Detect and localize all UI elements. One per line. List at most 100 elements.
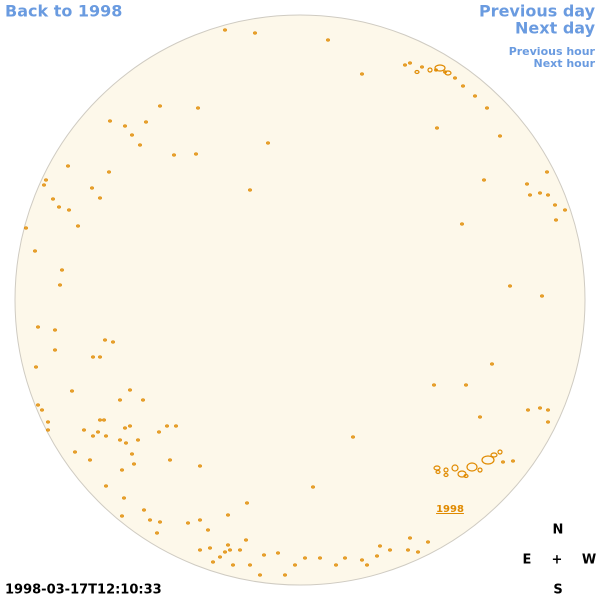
feature (91, 434, 95, 438)
feature (432, 383, 436, 387)
feature (248, 188, 252, 192)
feature (248, 563, 252, 567)
feature (466, 462, 478, 472)
feature (226, 513, 230, 517)
feature (33, 249, 37, 253)
magnetic-features (24, 28, 567, 577)
compass-north: N (553, 523, 564, 538)
feature (226, 543, 230, 547)
feature (416, 550, 420, 554)
feature (228, 548, 232, 552)
feature (136, 438, 140, 442)
feature (128, 388, 132, 392)
feature (66, 164, 70, 168)
feature (130, 133, 134, 137)
feature (141, 398, 145, 402)
feature (44, 178, 48, 182)
feature (102, 418, 106, 422)
compass-south: S (553, 583, 562, 598)
feature (453, 76, 457, 80)
feature (123, 426, 127, 430)
feature (130, 452, 134, 456)
feature (223, 550, 227, 554)
feature (24, 226, 28, 230)
feature (108, 119, 112, 123)
feature (111, 340, 115, 344)
feature (311, 485, 315, 489)
feature (91, 355, 95, 359)
next-hour-link[interactable]: Next hour (534, 57, 596, 70)
feature (244, 538, 248, 542)
feature (36, 403, 40, 407)
feature (40, 408, 44, 412)
feature (158, 104, 162, 108)
feature (158, 520, 162, 524)
feature (120, 514, 124, 518)
feature (67, 208, 71, 212)
feature (326, 38, 330, 42)
region-label[interactable]: 1998 (436, 504, 464, 515)
feature (360, 558, 364, 562)
timestamp: 1998-03-17T12:10:33 (5, 583, 162, 598)
feature (460, 222, 464, 226)
solar-disk (14, 14, 586, 586)
feature (303, 556, 307, 560)
feature (58, 283, 62, 287)
feature (98, 196, 102, 200)
feature (540, 294, 544, 298)
feature (388, 548, 392, 552)
next-day-link[interactable]: Next day (515, 19, 596, 38)
feature (157, 430, 161, 434)
feature (98, 418, 102, 422)
compass-west: W (582, 553, 596, 568)
feature (538, 191, 542, 195)
feature (477, 467, 483, 473)
compass-east: E (523, 553, 532, 568)
feature (46, 420, 50, 424)
feature (155, 531, 159, 535)
feature (546, 420, 550, 424)
feature (490, 452, 498, 458)
feature (34, 365, 38, 369)
feature (508, 284, 512, 288)
feature (128, 424, 132, 428)
back-link[interactable]: Back to 1998 (5, 2, 122, 21)
feature (245, 501, 249, 505)
feature (165, 424, 169, 428)
feature (408, 536, 412, 540)
feature (186, 521, 190, 525)
feature (526, 408, 530, 412)
feature (198, 464, 202, 468)
feature (57, 205, 61, 209)
feature (218, 555, 222, 559)
feature (253, 31, 257, 35)
feature (444, 70, 452, 76)
feature (528, 193, 532, 197)
feature (497, 449, 503, 455)
feature (123, 124, 127, 128)
feature (107, 170, 111, 174)
feature (144, 120, 148, 124)
feature (122, 496, 126, 500)
feature (408, 61, 412, 65)
feature (88, 458, 92, 462)
feature (42, 183, 46, 187)
previous-hour-link[interactable]: Previous hour (509, 45, 596, 58)
feature (124, 441, 128, 445)
feature (525, 182, 529, 186)
previous-day-link[interactable]: Previous day (479, 2, 596, 21)
feature (553, 203, 557, 207)
feature (406, 548, 410, 552)
feature (498, 134, 502, 138)
feature (276, 551, 280, 555)
feature (481, 455, 495, 465)
feature (464, 383, 468, 387)
feature (365, 563, 369, 567)
feature (266, 141, 270, 145)
feature (118, 398, 122, 402)
feature (98, 355, 102, 359)
feature (538, 406, 542, 410)
feature (403, 63, 407, 67)
feature (283, 573, 287, 577)
